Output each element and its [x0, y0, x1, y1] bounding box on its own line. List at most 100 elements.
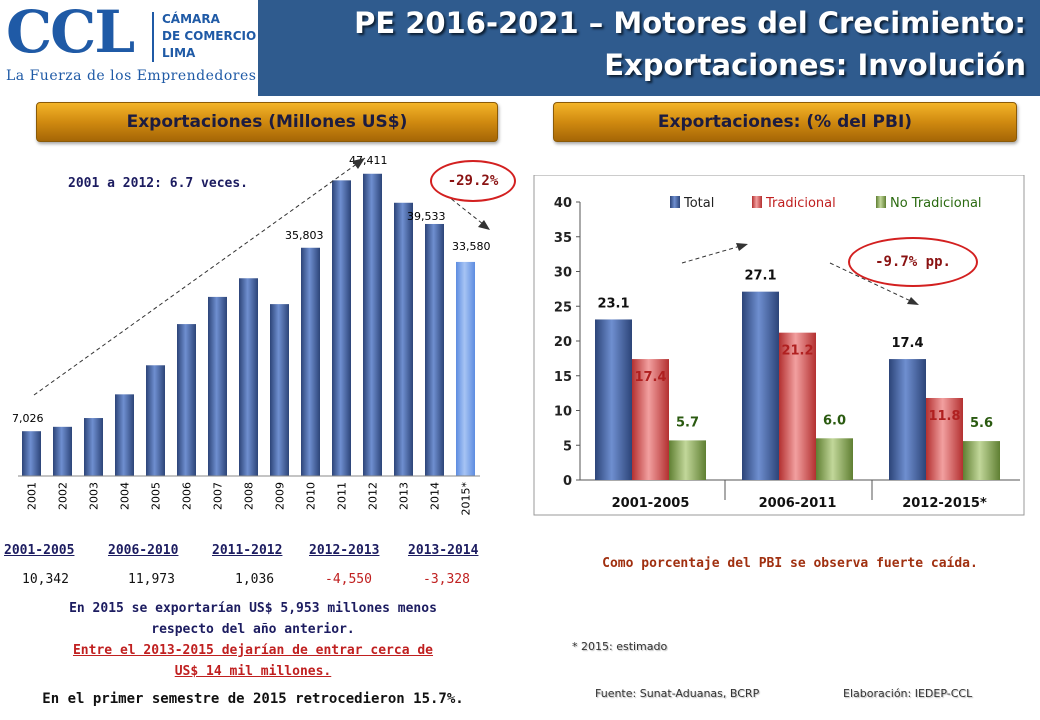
text-export-decline: En 2015 se exportarían US$ 5,953 millone…: [69, 601, 437, 616]
period-label: 2001-2005: [4, 543, 75, 558]
source-note: Fuente: Sunat-Aduanas, BCRP: [595, 687, 760, 700]
y-tick-label: 15: [554, 370, 572, 385]
logo-text: CCL: [6, 0, 135, 66]
bar-2006: [177, 324, 196, 476]
text-export-decline-2: respecto del año anterior.: [151, 622, 355, 637]
bar-label: 7,026: [12, 412, 44, 425]
bar-value-label: 5.7: [676, 415, 699, 430]
legend-label: Tradicional: [765, 196, 836, 211]
chart-frame: [533, 175, 1025, 516]
year-tick-label: 2002: [57, 482, 70, 510]
period-label: 2012-2013: [309, 543, 380, 558]
drop-badge-left: -29.2%: [430, 160, 516, 202]
bar-2010: [301, 247, 320, 476]
year-tick-label: 2013: [398, 482, 411, 510]
year-tick-label: 2005: [150, 482, 163, 510]
year-tick-label: 2009: [274, 482, 287, 510]
page-title-line1: PE 2016-2021 – Motores del Crecimiento:: [354, 6, 1026, 40]
bar-2009: [270, 304, 289, 476]
bar-value-label: 17.4: [891, 336, 923, 351]
bar-label: 33,580: [452, 240, 491, 253]
bar-2001: [22, 431, 41, 476]
bar-no-tradicional: [669, 440, 706, 480]
y-tick-label: 10: [554, 405, 572, 420]
category-label: 2006-2011: [759, 496, 837, 511]
year-tick-label: 2008: [243, 482, 256, 510]
text-loss-2: US$ 14 mil millones.: [174, 664, 332, 679]
page-title-line2: Exportaciones: Involución: [604, 48, 1026, 82]
logo-line: LIMA: [162, 46, 196, 60]
year-tick-label: 2010: [305, 482, 318, 510]
period-value: 10,342: [22, 572, 69, 587]
y-tick-label: 20: [554, 335, 572, 350]
bar-value-label: 5.6: [970, 416, 993, 431]
bar-label: 39,533: [407, 210, 446, 223]
bar-2005: [146, 365, 165, 476]
year-tick-label: 2004: [119, 482, 132, 510]
bar-total: [595, 319, 632, 480]
category-label: 2012-2015*: [902, 496, 987, 511]
exports-gdp-bar-chart: 0 5 10 15 20 25 30 35 40 23.1 27.1 17.4 17.4 21.2 11.…: [533, 175, 1025, 516]
year-tick-label: 2006: [181, 482, 194, 510]
trend-arrow-up: [33, 157, 366, 396]
legend-swatch: [670, 196, 680, 208]
drop-badge-right: -9.7% pp.: [848, 237, 978, 287]
year-tick-label: 2011: [336, 482, 349, 510]
logo-line: CÁMARA: [162, 12, 220, 26]
legend-label: No Tradicional: [890, 196, 982, 211]
logo: CCL CÁMARA DE COMERCIO LIMA La Fuerza de…: [0, 0, 258, 96]
trend-arrow-down-head: [907, 297, 919, 305]
bar-2002: [53, 426, 72, 476]
elaboration-note: Elaboración: IEDEP-CCL: [843, 687, 973, 700]
trend-arrow-down: [829, 262, 916, 304]
year-tick-label: 2015*: [460, 482, 473, 516]
year-tick-label: 2007: [212, 482, 225, 510]
bar-tradicional: [632, 359, 669, 480]
y-tick-label: 40: [554, 196, 572, 211]
year-tick-label: 2012: [367, 482, 380, 510]
legend-label: Total: [683, 196, 714, 211]
text-semester: En el primer semestre de 2015 retrocedie…: [42, 691, 464, 707]
bar-total: [742, 291, 779, 480]
bar-2015*: [456, 261, 475, 476]
bar-2011: [332, 180, 351, 476]
bar-value-label: 21.2: [781, 344, 813, 359]
bar-no-tradicional: [963, 441, 1000, 480]
category-label: 2001-2005: [612, 496, 690, 511]
logo-divider: [152, 12, 154, 62]
bar-value-label: 6.0: [823, 413, 846, 428]
bar-no-tradicional: [816, 438, 853, 480]
left-section-title: Exportaciones (Millones US$): [36, 102, 498, 142]
y-tick-label: 35: [554, 231, 572, 246]
year-tick-label: 2003: [88, 482, 101, 510]
trend-arrow-up-head: [352, 158, 365, 169]
trend-arrow-up-head: [736, 243, 748, 251]
y-tick-label: 0: [563, 474, 572, 489]
bar-2012: [363, 173, 382, 476]
bar-tradicional: [779, 332, 816, 480]
year-tick-label: 2001: [26, 482, 39, 510]
legend-swatch: [752, 196, 762, 208]
bar-2007: [208, 296, 227, 476]
bar-value-label: 23.1: [597, 296, 629, 311]
period-value: 11,973: [128, 572, 175, 587]
y-tick-label: 25: [554, 300, 572, 315]
bar-total: [889, 359, 926, 480]
right-section-title: Exportaciones: (% del PBI): [553, 102, 1017, 142]
bar-2014: [425, 223, 444, 476]
growth-note: 2001 a 2012: 6.7 veces.: [68, 176, 249, 191]
footnote: * 2015: estimado: [572, 640, 668, 653]
period-label: 2006-2010: [108, 543, 179, 558]
period-value: -4,550: [325, 572, 372, 587]
bar-value-label: 27.1: [744, 269, 776, 284]
period-value: 1,036: [235, 572, 275, 587]
bar-tradicional: [926, 397, 963, 480]
legend-swatch: [876, 196, 886, 208]
period-value: -3,328: [423, 572, 470, 587]
logo-tagline: La Fuerza de los Emprendedores: [6, 68, 257, 84]
bar-value-label: 17.4: [634, 370, 666, 385]
trend-arrow-down-head: [478, 220, 490, 230]
bar-label: 35,803: [285, 229, 324, 242]
year-tick-label: 2014: [429, 482, 442, 510]
